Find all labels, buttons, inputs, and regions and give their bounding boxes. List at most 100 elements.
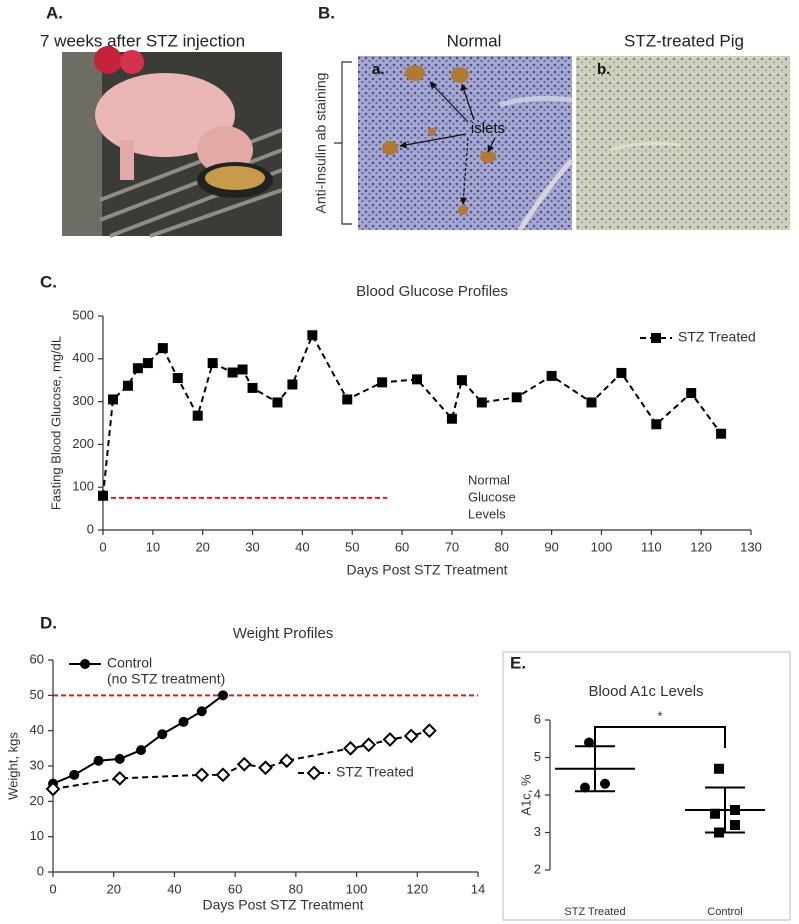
marker xyxy=(112,770,128,786)
islets-label: islets xyxy=(471,120,505,137)
marker xyxy=(93,755,104,766)
marker xyxy=(157,343,168,354)
marker xyxy=(343,740,358,756)
x-tick-label: 40 xyxy=(167,881,181,896)
x-tick-label: 20 xyxy=(195,539,209,554)
stain-label: Anti-Insulin ab staining xyxy=(313,73,329,214)
x-tick-label: 10 xyxy=(146,539,160,554)
x-tick-label: 80 xyxy=(495,539,509,554)
marker xyxy=(196,706,207,717)
x-tick-label: Control xyxy=(707,906,742,918)
marker xyxy=(194,767,210,783)
x-tick-label: 80 xyxy=(289,881,303,896)
normal-histology xyxy=(358,56,574,232)
legend-marker xyxy=(80,659,90,669)
marker xyxy=(600,778,610,789)
x-tick-label: 120 xyxy=(690,539,712,554)
marker xyxy=(237,364,248,375)
y-tick-label: 400 xyxy=(72,350,94,365)
bracket xyxy=(334,61,352,225)
marker xyxy=(716,428,727,439)
stz-histology xyxy=(576,56,790,230)
marker xyxy=(157,729,168,740)
marker xyxy=(377,377,388,388)
x-tick-label: 130 xyxy=(740,539,762,554)
y-tick-label: 40 xyxy=(30,722,44,737)
image-tag: a. xyxy=(372,61,385,78)
x-tick-label: 60 xyxy=(228,881,242,896)
marker xyxy=(122,380,133,391)
series-line xyxy=(102,332,722,496)
marker xyxy=(236,756,252,772)
y-tick-label: 10 xyxy=(30,828,44,843)
marker xyxy=(714,763,724,774)
legend-marker xyxy=(651,333,661,343)
y-tick-label: 300 xyxy=(72,393,94,408)
marker xyxy=(651,419,662,430)
marker xyxy=(686,388,697,399)
x-tick-label: 100 xyxy=(591,539,613,554)
marker xyxy=(247,382,258,393)
y-tick-label: 4 xyxy=(534,786,541,801)
y-tick-label: 0 xyxy=(37,863,44,878)
x-tick-label: STZ Treated xyxy=(564,906,625,918)
marker xyxy=(412,374,423,385)
marker xyxy=(616,367,627,378)
series-line xyxy=(52,729,430,790)
pig-photo xyxy=(62,46,283,238)
marker xyxy=(279,753,295,769)
legend-note: (no STZ treatment) xyxy=(107,671,225,687)
panel-label: E. xyxy=(510,653,526,672)
marker xyxy=(580,782,590,793)
marker xyxy=(178,716,189,727)
marker xyxy=(287,379,298,390)
significance-label: * xyxy=(657,708,662,723)
x-tick-label: 70 xyxy=(445,539,459,554)
marker xyxy=(584,737,594,748)
marker xyxy=(476,397,487,408)
y-tick-label: 2 xyxy=(534,861,541,876)
marker xyxy=(114,753,125,764)
significance-bracket xyxy=(594,726,726,748)
y-axis-label: Fasting Blood Glucose, mg/dL xyxy=(48,336,63,510)
y-axis-label: Weight, kgs xyxy=(5,732,20,800)
y-tick-label: 5 xyxy=(534,749,541,764)
marker xyxy=(98,490,108,501)
marker xyxy=(422,723,437,739)
x-tick-label: 110 xyxy=(641,539,662,554)
annotation: Normal xyxy=(468,472,510,487)
marker xyxy=(258,760,273,776)
marker xyxy=(45,781,61,797)
marker xyxy=(207,358,218,369)
marker xyxy=(546,370,557,381)
x-tick-label: 30 xyxy=(245,539,259,554)
marker xyxy=(69,769,80,780)
marker xyxy=(136,745,147,756)
chart-title: Blood A1c Levels xyxy=(588,683,703,700)
x-tick-label: 40 xyxy=(295,539,309,554)
chart-title: Blood Glucose Profiles xyxy=(356,283,508,300)
panel-frame xyxy=(502,651,791,921)
marker xyxy=(586,397,597,408)
marker xyxy=(382,732,398,747)
marker xyxy=(192,410,203,421)
marker xyxy=(172,373,183,384)
image-title: STZ-treated Pig xyxy=(624,31,744,50)
marker xyxy=(403,728,419,744)
marker xyxy=(227,367,238,378)
y-tick-label: 20 xyxy=(30,793,44,808)
y-axis-label: A1c, % xyxy=(518,774,533,816)
x-tick-label: 50 xyxy=(345,539,359,554)
y-tick-label: 0 xyxy=(87,521,94,536)
marker xyxy=(107,394,118,405)
y-tick-label: 6 xyxy=(534,711,541,726)
photo-caption: 7 weeks after STZ injection xyxy=(40,31,245,50)
panel-label: C. xyxy=(40,272,57,291)
marker xyxy=(218,690,228,701)
marker xyxy=(342,394,353,405)
marker xyxy=(272,397,283,408)
panel-label: B. xyxy=(318,3,335,22)
x-axis-label: Days Post STZ Treatment xyxy=(202,897,363,913)
panel-label: A. xyxy=(46,3,63,22)
